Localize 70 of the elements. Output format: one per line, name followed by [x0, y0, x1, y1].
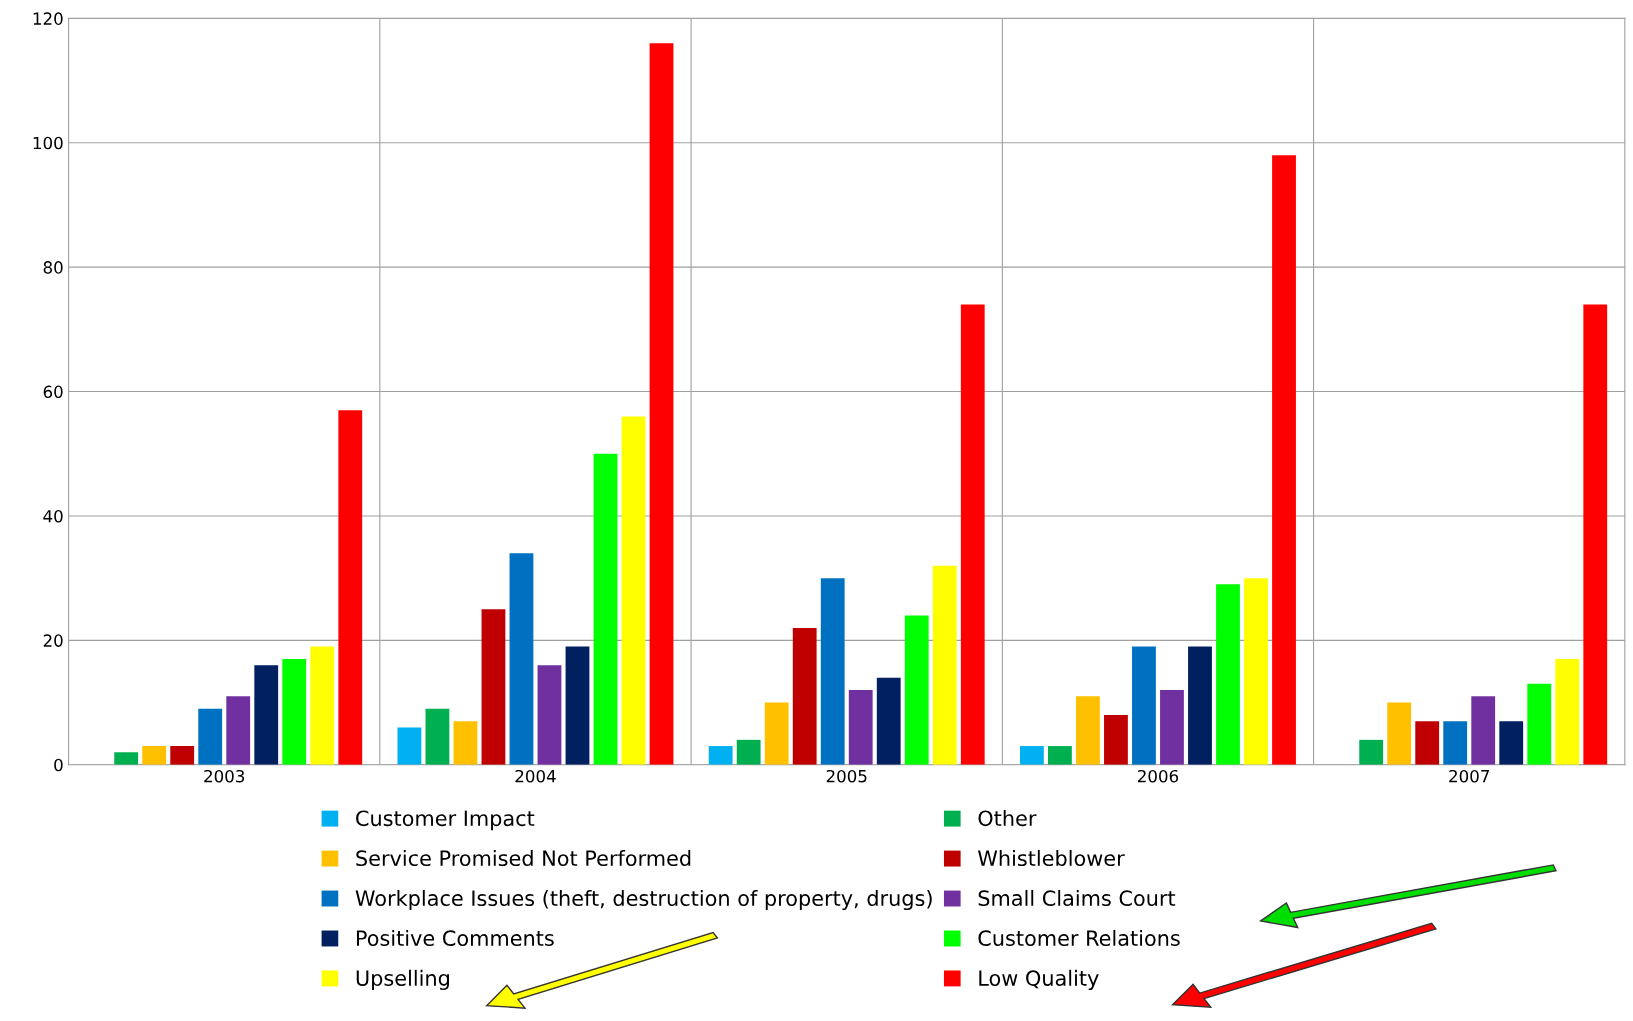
bar	[198, 708, 223, 765]
bar	[282, 659, 307, 765]
bar	[708, 746, 733, 765]
x-tick-label: 2007	[1449, 769, 1489, 783]
bar	[226, 696, 251, 765]
legend-label: Whistleblower	[977, 849, 1125, 867]
y-tick-label: 20	[43, 634, 63, 647]
bar	[425, 708, 450, 765]
bar	[621, 416, 646, 765]
bar	[565, 646, 590, 765]
bar	[1272, 155, 1296, 765]
bar	[1359, 739, 1384, 765]
bar	[114, 752, 139, 765]
x-tick-label: 2004	[515, 769, 556, 783]
y-tick-label: 0	[54, 758, 63, 772]
bar	[593, 453, 618, 765]
bar	[1216, 584, 1240, 765]
bar	[736, 739, 761, 765]
bar	[142, 746, 167, 765]
bar	[537, 665, 562, 765]
bar	[932, 565, 957, 765]
legend-label: Small Claims Court	[978, 889, 1176, 907]
legend-label: Customer Relations	[978, 929, 1180, 947]
bar	[1471, 696, 1496, 765]
bar	[1499, 721, 1524, 765]
bar	[1188, 646, 1212, 765]
bar	[1415, 721, 1440, 765]
bar	[960, 304, 985, 765]
bar	[481, 609, 506, 765]
legend-label: Positive Comments	[356, 929, 554, 947]
bar	[876, 677, 901, 765]
bar	[1160, 690, 1184, 765]
y-tick-label: 100	[33, 136, 63, 150]
legend-label: Other	[978, 810, 1037, 827]
bar	[1244, 578, 1268, 765]
bar	[338, 410, 363, 765]
bar	[453, 721, 478, 765]
bar	[904, 615, 929, 765]
y-tick-label: 80	[43, 261, 63, 274]
bar	[1076, 696, 1100, 765]
bar	[1555, 659, 1580, 765]
y-tick-label: 60	[43, 385, 63, 399]
y-tick-label: 40	[43, 509, 63, 523]
x-tick-label: 2005	[826, 769, 867, 783]
legend-label: Service Promised Not Performed	[356, 849, 691, 867]
legend-label: Upselling	[356, 969, 449, 991]
bar	[1048, 746, 1072, 765]
bar	[397, 727, 422, 765]
bar	[509, 553, 534, 765]
bar	[1583, 304, 1608, 765]
bar	[848, 690, 873, 765]
bar	[1104, 714, 1128, 765]
bar	[1020, 746, 1044, 765]
legend-label: Customer Impact	[356, 810, 535, 831]
bar	[1387, 702, 1412, 765]
bar	[310, 646, 335, 765]
x-tick-label: 2003	[204, 769, 245, 783]
legend-label: Low Quality	[979, 969, 1099, 991]
bar	[764, 702, 789, 765]
legend-label: Workplace Issues (theft, destruction of property, drugs)	[355, 889, 932, 911]
bar	[649, 43, 674, 765]
bar	[792, 627, 817, 765]
x-tick-label: 2006	[1137, 769, 1179, 783]
bar	[1132, 646, 1156, 765]
bar	[1443, 721, 1468, 765]
bar	[254, 665, 279, 765]
y-tick-label: 120	[33, 12, 63, 25]
bar	[1527, 683, 1552, 765]
bar	[170, 746, 195, 765]
bar	[820, 578, 845, 765]
